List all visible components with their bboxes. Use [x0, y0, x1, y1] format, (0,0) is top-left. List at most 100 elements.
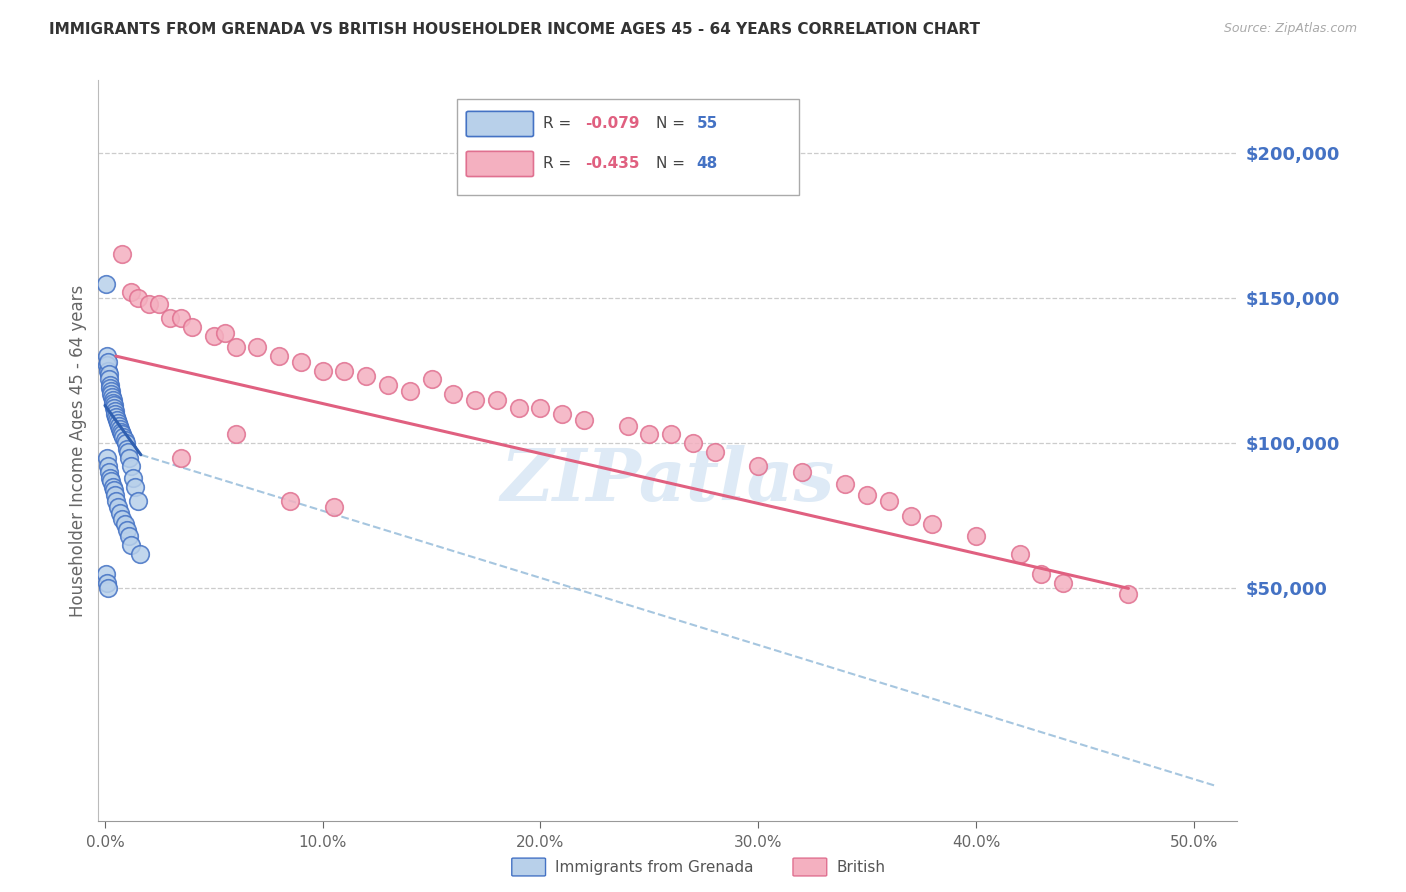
FancyBboxPatch shape	[467, 152, 533, 177]
Text: Source: ZipAtlas.com: Source: ZipAtlas.com	[1223, 22, 1357, 36]
Point	[111, 511, 134, 525]
Point	[112, 430, 135, 444]
Point	[111, 427, 134, 442]
Point	[104, 404, 127, 418]
Point	[104, 488, 127, 502]
Point	[148, 297, 170, 311]
Point	[921, 517, 943, 532]
Point	[103, 483, 125, 497]
Point	[100, 471, 122, 485]
Point	[101, 390, 124, 404]
Point	[312, 363, 335, 377]
Point	[214, 326, 236, 340]
Point	[97, 367, 120, 381]
Point	[94, 566, 117, 581]
Text: -0.435: -0.435	[585, 156, 640, 171]
Point	[508, 401, 530, 416]
Point	[354, 369, 377, 384]
Point	[115, 524, 138, 538]
Point	[170, 450, 193, 465]
Point	[96, 575, 118, 590]
Point	[747, 459, 769, 474]
Point	[1052, 575, 1074, 590]
Point	[107, 500, 129, 514]
Point	[464, 392, 486, 407]
Point	[120, 538, 142, 552]
Point	[97, 459, 120, 474]
Point	[1008, 547, 1031, 561]
Point	[97, 355, 120, 369]
Point	[98, 372, 121, 386]
Point	[278, 494, 301, 508]
Point	[529, 401, 551, 416]
Text: ZIPatlas: ZIPatlas	[501, 444, 835, 516]
Point	[114, 436, 136, 450]
Text: 55: 55	[696, 117, 717, 131]
Point	[118, 529, 141, 543]
Point	[420, 372, 443, 386]
Point	[790, 465, 813, 479]
Point	[100, 384, 122, 398]
Point	[485, 392, 508, 407]
Point	[98, 465, 121, 479]
Point	[108, 422, 131, 436]
Point	[118, 450, 141, 465]
Text: R =: R =	[543, 156, 575, 171]
Y-axis label: Householder Income Ages 45 - 64 years: Householder Income Ages 45 - 64 years	[69, 285, 87, 616]
Point	[900, 508, 922, 523]
Point	[551, 407, 574, 421]
Point	[110, 425, 132, 439]
Point	[120, 285, 142, 300]
Point	[107, 416, 129, 430]
Point	[104, 407, 127, 421]
Point	[659, 427, 682, 442]
Point	[638, 427, 661, 442]
Point	[441, 387, 464, 401]
Point	[122, 471, 145, 485]
Point	[225, 340, 247, 354]
Point	[181, 320, 204, 334]
Point	[96, 450, 118, 465]
Point	[108, 506, 131, 520]
Point	[398, 384, 420, 398]
Point	[128, 547, 150, 561]
Text: Immigrants from Grenada: Immigrants from Grenada	[555, 860, 754, 874]
Point	[377, 378, 399, 392]
Point	[115, 442, 138, 456]
Point	[877, 494, 900, 508]
Point	[290, 355, 312, 369]
Point	[225, 427, 247, 442]
Point	[117, 445, 139, 459]
Point	[138, 297, 160, 311]
Point	[114, 517, 136, 532]
Text: -0.079: -0.079	[585, 117, 640, 131]
Point	[1031, 566, 1053, 581]
Point	[104, 494, 127, 508]
Text: N =: N =	[657, 117, 690, 131]
Point	[96, 349, 118, 363]
Point	[202, 328, 225, 343]
Point	[103, 401, 125, 416]
Point	[105, 413, 128, 427]
Text: 48: 48	[696, 156, 717, 171]
Point	[100, 387, 122, 401]
Point	[572, 413, 595, 427]
Point	[104, 410, 127, 425]
Point	[120, 459, 142, 474]
Text: N =: N =	[657, 156, 690, 171]
Point	[1118, 587, 1140, 601]
Point	[114, 434, 136, 448]
Point	[103, 399, 125, 413]
Text: R =: R =	[543, 117, 575, 131]
Point	[965, 529, 987, 543]
Point	[97, 582, 120, 596]
Point	[703, 445, 725, 459]
Text: British: British	[837, 860, 886, 874]
Point	[111, 247, 134, 261]
Point	[269, 349, 291, 363]
Text: IMMIGRANTS FROM GRENADA VS BRITISH HOUSEHOLDER INCOME AGES 45 - 64 YEARS CORRELA: IMMIGRANTS FROM GRENADA VS BRITISH HOUSE…	[49, 22, 980, 37]
Point	[856, 488, 879, 502]
Point	[834, 476, 856, 491]
Point	[108, 418, 131, 433]
Point	[103, 395, 125, 409]
